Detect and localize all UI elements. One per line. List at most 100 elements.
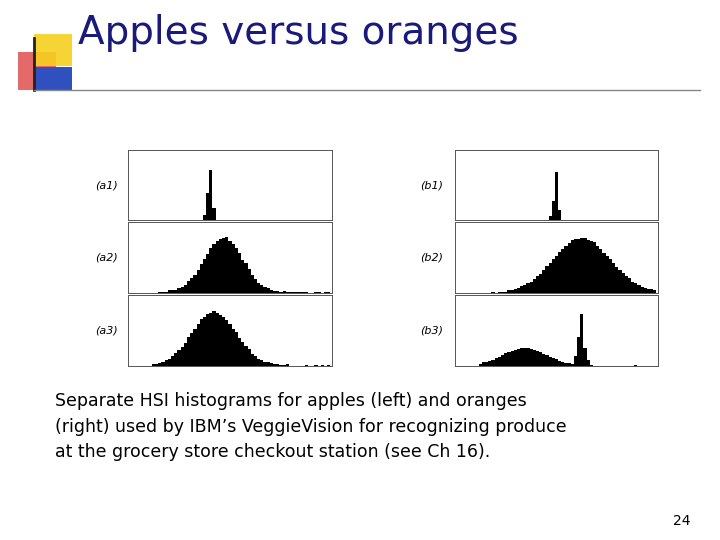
Bar — [498, 292, 501, 293]
Bar — [34, 33, 72, 66]
Bar — [210, 248, 212, 293]
Bar — [257, 359, 261, 366]
Bar — [647, 289, 650, 293]
Bar — [650, 289, 653, 293]
Bar — [571, 364, 574, 366]
Bar — [177, 350, 181, 366]
Bar — [587, 360, 590, 366]
Bar — [184, 342, 187, 366]
Bar — [238, 338, 241, 366]
Bar — [634, 365, 637, 366]
Bar — [615, 267, 618, 293]
Bar — [520, 348, 523, 366]
Bar — [216, 241, 219, 293]
Bar — [210, 313, 212, 366]
Bar — [510, 290, 513, 293]
Bar — [248, 349, 251, 366]
Bar — [485, 362, 488, 366]
Bar — [171, 290, 174, 293]
Bar — [305, 292, 308, 293]
Bar — [273, 291, 276, 293]
Bar — [270, 290, 273, 293]
Bar — [203, 259, 206, 293]
Bar — [18, 52, 56, 90]
Bar — [574, 356, 577, 366]
Bar — [542, 354, 545, 366]
Bar — [295, 292, 299, 293]
Bar — [241, 260, 244, 293]
Bar — [206, 314, 210, 366]
Text: (a3): (a3) — [95, 326, 118, 335]
Bar — [523, 348, 526, 366]
Bar — [526, 348, 529, 366]
Bar — [599, 249, 603, 293]
Bar — [225, 237, 228, 293]
Bar — [555, 172, 558, 220]
Bar — [199, 319, 203, 366]
Bar — [634, 284, 637, 293]
Bar — [282, 291, 286, 293]
Bar — [241, 342, 244, 366]
Bar — [276, 291, 279, 293]
Bar — [501, 355, 504, 366]
Bar — [248, 269, 251, 293]
Bar — [174, 290, 177, 293]
Bar — [596, 246, 599, 293]
Bar — [203, 215, 206, 220]
Bar — [533, 350, 536, 366]
Bar — [187, 281, 190, 293]
Bar — [232, 244, 235, 293]
Bar — [216, 313, 219, 366]
Bar — [552, 201, 555, 220]
Bar — [197, 271, 199, 293]
Bar — [266, 362, 270, 366]
Bar — [558, 253, 562, 293]
Bar — [562, 249, 564, 293]
Bar — [628, 278, 631, 293]
Bar — [273, 364, 276, 366]
Bar — [324, 292, 327, 293]
Bar — [161, 362, 165, 366]
Bar — [498, 357, 501, 366]
Text: (b3): (b3) — [420, 326, 443, 335]
Bar — [625, 276, 628, 293]
Bar — [583, 238, 587, 293]
Bar — [545, 355, 549, 366]
Bar — [529, 282, 533, 293]
Bar — [165, 360, 168, 366]
Bar — [526, 283, 529, 293]
Bar — [210, 170, 212, 220]
Bar — [158, 292, 161, 293]
Bar — [228, 323, 232, 366]
Bar — [495, 358, 498, 366]
Bar — [327, 365, 330, 366]
Bar — [520, 286, 523, 293]
Bar — [315, 292, 318, 293]
Bar — [529, 349, 533, 366]
Bar — [286, 364, 289, 366]
Bar — [555, 256, 558, 293]
Bar — [168, 290, 171, 293]
Bar — [219, 315, 222, 366]
Text: (b1): (b1) — [420, 180, 443, 190]
Bar — [536, 275, 539, 293]
Bar — [261, 360, 264, 366]
Bar — [488, 361, 492, 366]
Bar — [327, 292, 330, 293]
Bar — [590, 241, 593, 293]
Bar — [235, 332, 238, 366]
Bar — [558, 210, 562, 220]
Bar — [158, 363, 161, 366]
Bar — [165, 292, 168, 293]
Bar — [539, 352, 542, 366]
Bar — [549, 264, 552, 293]
Bar — [190, 333, 194, 366]
Bar — [244, 346, 248, 366]
Bar — [254, 356, 257, 366]
Bar — [190, 278, 194, 293]
Bar — [612, 264, 615, 293]
Bar — [571, 240, 574, 293]
Text: Apples versus oranges: Apples versus oranges — [78, 14, 518, 52]
Bar — [555, 359, 558, 366]
Bar — [232, 329, 235, 366]
